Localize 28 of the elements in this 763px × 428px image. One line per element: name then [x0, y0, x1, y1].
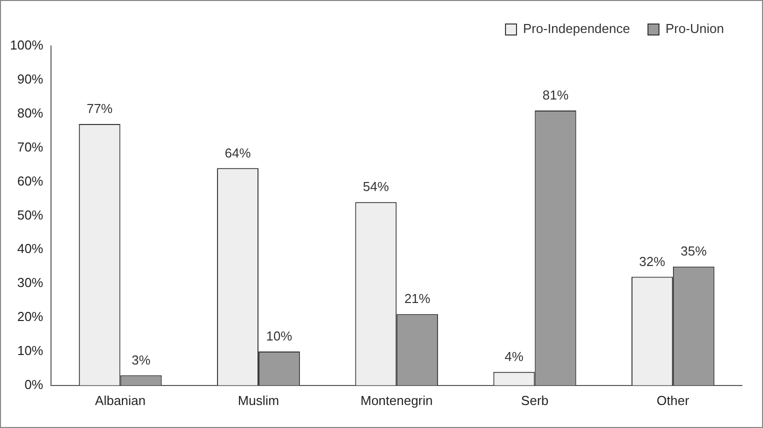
data-label: 64% [224, 145, 252, 160]
data-label: 77% [86, 101, 114, 116]
x-tick-label: Muslim [238, 392, 280, 408]
data-label: 81% [542, 88, 569, 103]
y-tick-label: 100% [10, 38, 44, 53]
y-tick-label: 50% [17, 207, 44, 222]
y-tick-label: 80% [17, 105, 44, 120]
data-label: 35% [680, 244, 708, 259]
y-tick-label: 70% [17, 139, 44, 154]
x-tick-label: Other [656, 392, 690, 408]
y-tick-label: 40% [17, 241, 44, 256]
x-tick-label: Serb [521, 392, 549, 408]
legend-label: Pro-Union [665, 21, 724, 36]
y-tick-label: 30% [17, 275, 44, 290]
data-label: 10% [266, 328, 293, 344]
y-tick-label: 60% [17, 173, 44, 188]
data-label: 54% [362, 179, 390, 194]
x-tick-label: Albanian [95, 392, 146, 408]
data-label: 3% [132, 352, 151, 368]
legend-label: Pro-Independence [523, 21, 630, 36]
y-tick-label: 90% [17, 72, 44, 87]
x-tick-label: Montenegrin [360, 392, 433, 408]
data-label: 21% [404, 291, 431, 306]
y-tick-label: 10% [17, 343, 44, 358]
y-tick-label: 20% [17, 309, 44, 324]
y-tick-label: 0% [24, 376, 44, 392]
data-label: 4% [504, 348, 524, 364]
data-label: 32% [639, 254, 666, 269]
